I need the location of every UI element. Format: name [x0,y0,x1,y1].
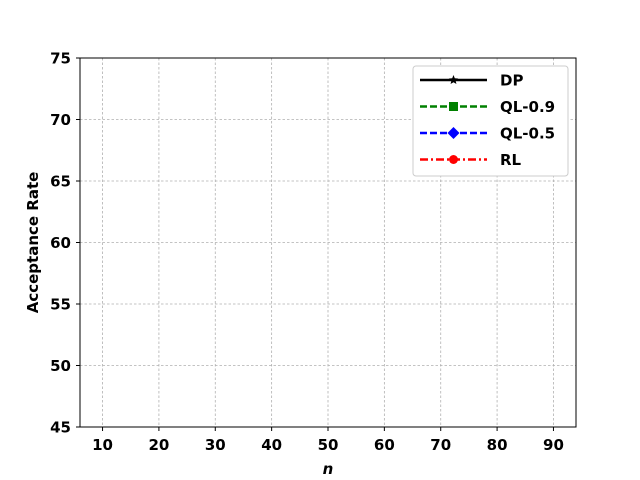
x-axis-ticks: 10 20 30 40 50 60 70 80 90 [92,427,564,454]
y-tick-label: 50 [50,357,71,375]
x-tick-label: 80 [487,436,508,454]
x-axis-title: n [323,460,334,478]
y-tick-label: 55 [50,296,71,314]
legend-marker [449,155,458,164]
y-tick-label: 75 [50,50,71,68]
x-tick-label: 50 [318,436,339,454]
x-tick-label: 70 [430,436,451,454]
legend-label: QL-0.9 [500,98,555,116]
legend: DP QL-0.9 QL-0.5 RL [412,65,569,177]
legend-marker [448,75,459,85]
legend-label: RL [500,151,522,169]
x-tick-label: 90 [543,436,564,454]
y-tick-label: 45 [50,419,71,437]
y-tick-label: 60 [50,234,71,252]
y-axis-ticks: 45 50 55 60 65 70 75 [50,50,80,437]
y-axis-title: Acceptance Rate [24,172,42,314]
x-tick-label: 60 [374,436,395,454]
x-tick-label: 40 [261,436,282,454]
legend-label: DP [500,72,523,90]
y-tick-label: 70 [50,111,71,129]
legend-marker [447,127,460,139]
legend-label: QL-0.5 [500,125,555,143]
x-tick-label: 20 [148,436,169,454]
x-tick-label: 10 [92,436,113,454]
legend-marker [449,102,458,111]
x-tick-label: 30 [205,436,226,454]
legend-box [412,65,569,177]
y-tick-label: 65 [50,173,71,191]
